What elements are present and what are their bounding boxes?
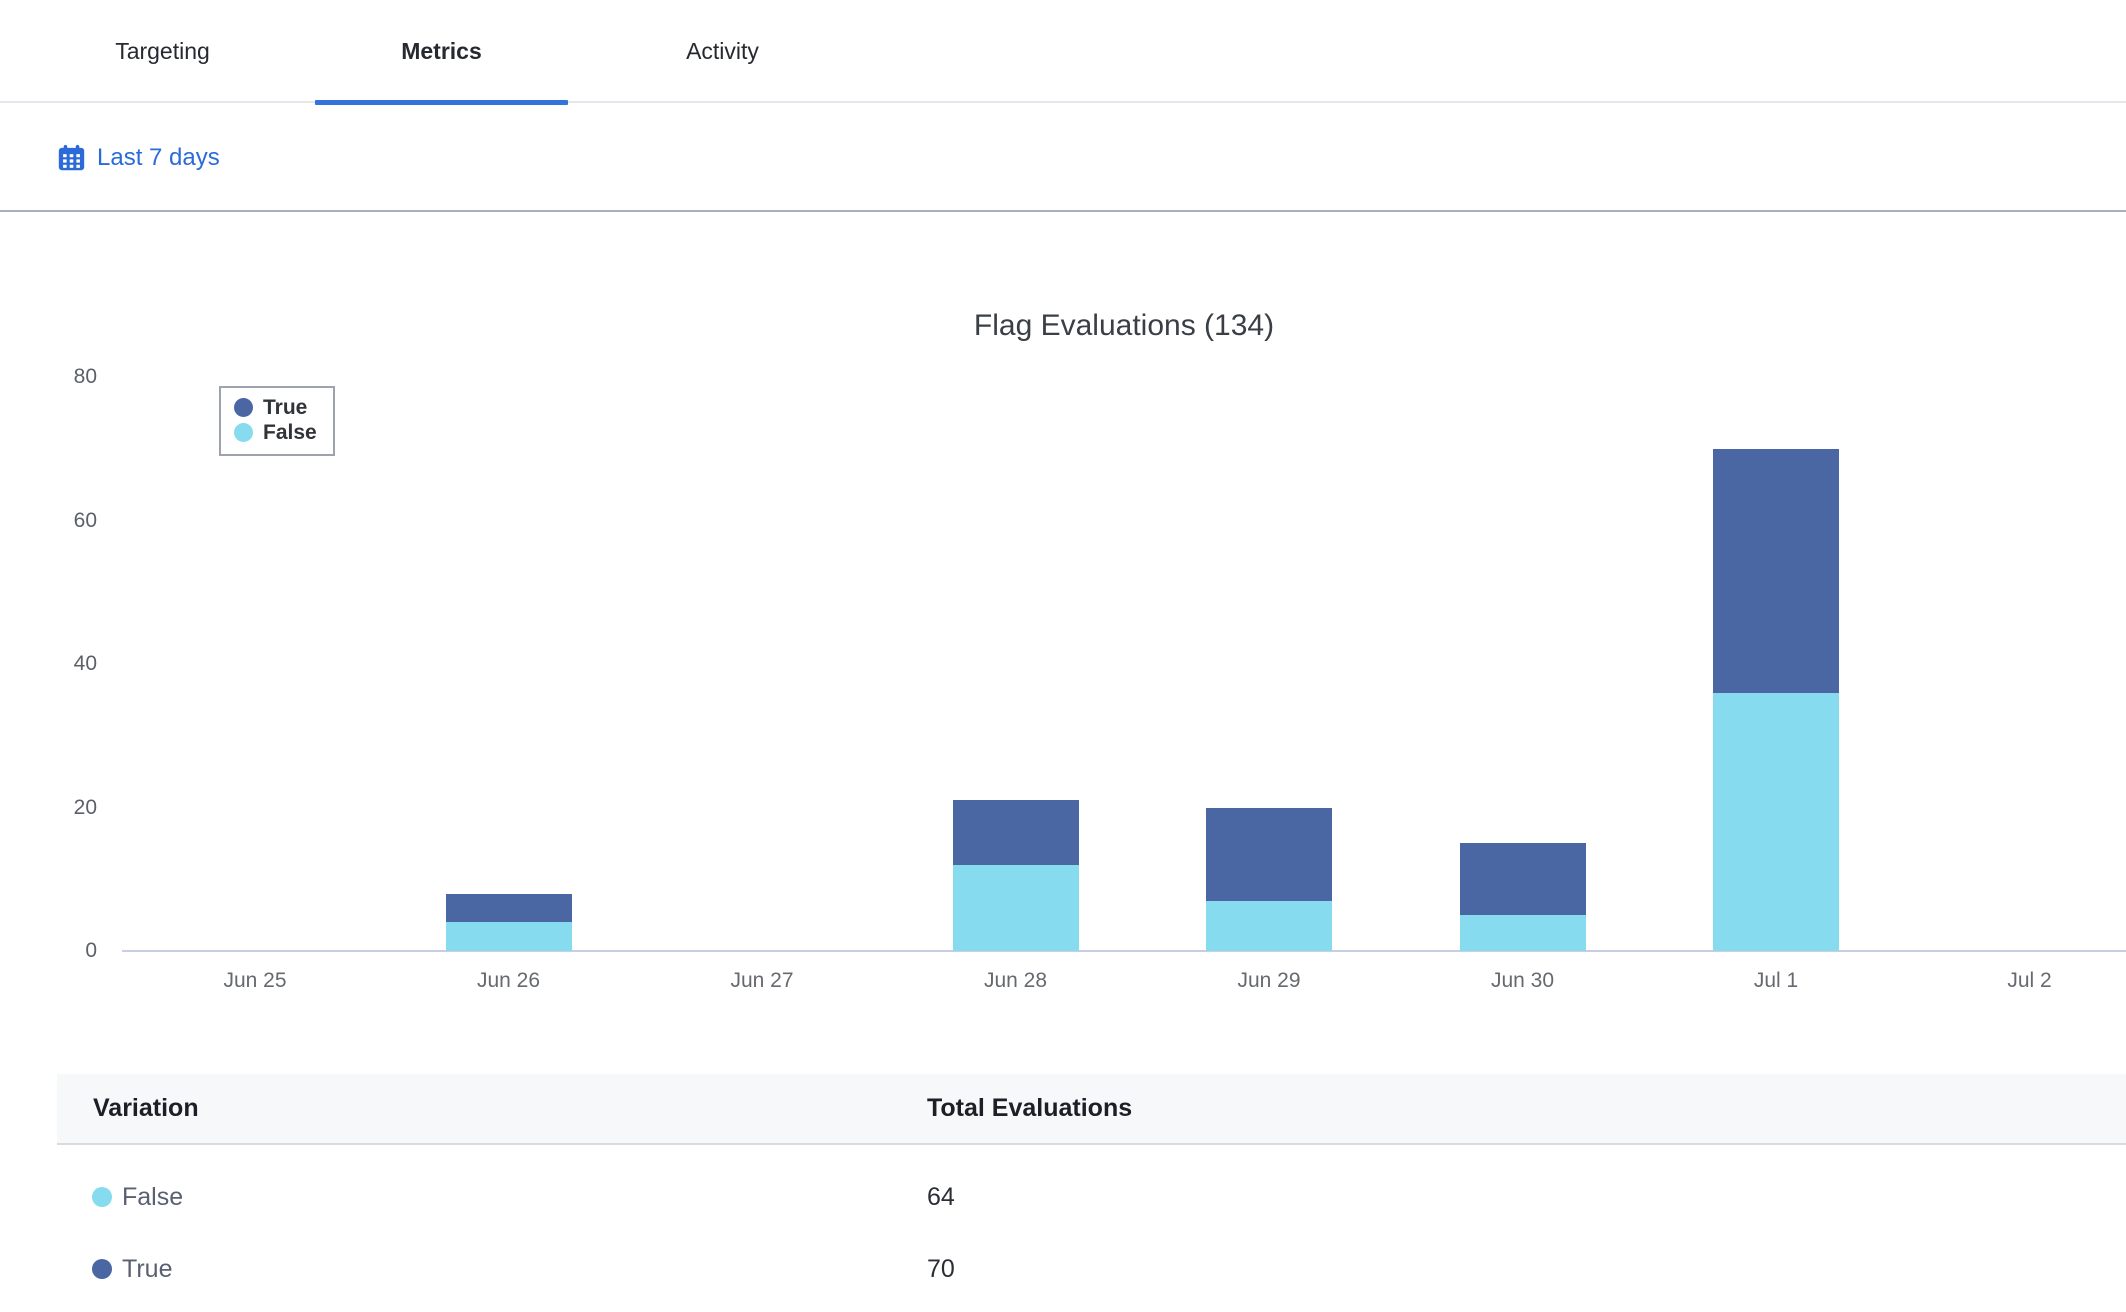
tab-bar: Targeting Metrics Activity xyxy=(0,0,2126,105)
x-axis-tick-label: Jun 30 xyxy=(1490,969,1555,992)
x-axis-tick-label: Jun 25 xyxy=(223,969,287,992)
bar-segment-true[interactable] xyxy=(952,800,1079,865)
x-axis-tick-label: Jul 1 xyxy=(1753,969,1799,992)
legend-item-true: True xyxy=(234,395,317,420)
total-evaluations-value: 64 xyxy=(927,1182,955,1211)
variation-name: False xyxy=(122,1182,184,1211)
variation-dot-true xyxy=(92,1259,112,1279)
bar-segment-false[interactable] xyxy=(1713,692,1839,951)
chart-title: Flag Evaluations (134) xyxy=(973,309,1275,342)
variation-dot-false xyxy=(92,1187,112,1207)
x-axis-tick-label: Jun 29 xyxy=(1237,969,1301,992)
table-header-row: Variation Total Evaluations xyxy=(57,1074,2126,1145)
calendar-icon xyxy=(58,144,85,171)
bar-segment-true[interactable] xyxy=(1206,807,1332,901)
bar-segment-false[interactable] xyxy=(1459,915,1586,951)
tab-targeting[interactable]: Targeting xyxy=(115,38,210,64)
column-header-variation: Variation xyxy=(93,1094,199,1122)
y-axis-tick-label: 60 xyxy=(73,508,97,532)
variation-name: True xyxy=(122,1254,173,1283)
bar-segment-false[interactable] xyxy=(952,864,1079,951)
column-header-total-evaluations: Total Evaluations xyxy=(927,1094,1133,1122)
legend-label: True xyxy=(263,395,308,419)
total-evaluations-value: 70 xyxy=(927,1254,955,1283)
tab-activity[interactable]: Activity xyxy=(686,38,759,64)
x-axis-tick-label: Jun 27 xyxy=(730,969,794,992)
legend-dot-true xyxy=(234,398,253,417)
date-range-label: Last 7 days xyxy=(97,143,220,171)
date-range-button[interactable]: Last 7 days xyxy=(57,143,220,172)
y-axis-tick-label: 20 xyxy=(73,795,97,819)
legend-item-false: False xyxy=(234,420,317,445)
x-axis-tick-label: Jun 26 xyxy=(476,969,541,992)
bar-segment-false[interactable] xyxy=(445,922,572,951)
y-axis-tick-label: 40 xyxy=(73,652,97,675)
x-axis-line xyxy=(122,950,2126,952)
legend-label: False xyxy=(263,420,317,444)
table-row: False 64 xyxy=(57,1161,2126,1233)
x-axis-tick-label: Jun 28 xyxy=(983,969,1048,992)
tab-metrics[interactable]: Metrics xyxy=(315,0,568,105)
legend-dot-false xyxy=(234,423,253,442)
filter-row: Last 7 days xyxy=(0,105,2126,212)
chart-legend: True False xyxy=(219,386,335,456)
bar-segment-true[interactable] xyxy=(1713,448,1839,693)
y-axis-tick-label: 80 xyxy=(73,365,97,388)
x-axis-tick-label: Jul 2 xyxy=(2007,969,2052,992)
bar-segment-true[interactable] xyxy=(445,893,572,923)
bar-segment-true[interactable] xyxy=(1459,843,1586,916)
y-axis-tick-label: 0 xyxy=(85,939,97,962)
table-row: True 70 xyxy=(57,1233,2126,1305)
table-body: False 64 True 70 xyxy=(57,1161,2126,1305)
bar-segment-false[interactable] xyxy=(1206,900,1332,951)
